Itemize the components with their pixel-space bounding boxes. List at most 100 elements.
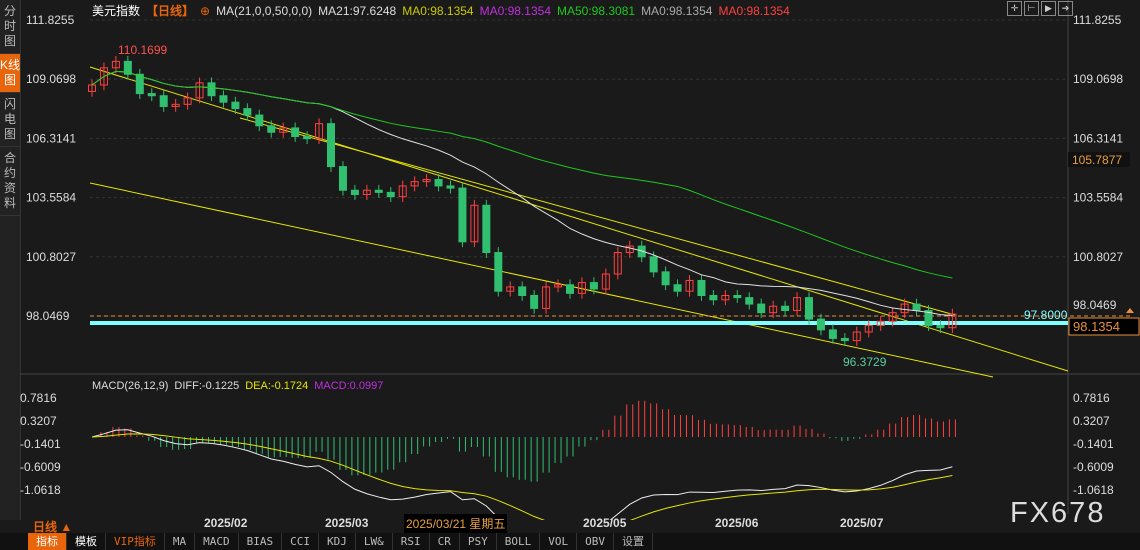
price-tick-right: 111.8255: [1073, 13, 1122, 27]
play-icon[interactable]: ▶: [1041, 1, 1056, 16]
macd-tick-left: 0.3207: [20, 414, 57, 428]
candle-body: [805, 297, 813, 320]
toolbar-item[interactable]: KDJ: [319, 533, 356, 550]
ma-config[interactable]: MA(21,0,0,50,0,0): [216, 4, 313, 18]
toolbar-item[interactable]: BOLL: [497, 533, 541, 550]
support-line: [90, 321, 1068, 325]
period-label[interactable]: 【日线】: [146, 4, 195, 18]
crosshair-icon[interactable]: ✛: [1007, 1, 1022, 16]
price-tick-left: 106.3141: [26, 131, 76, 145]
candle-body: [542, 286, 551, 309]
candle-body: [123, 60, 132, 75]
date-label: 2025/02: [204, 516, 248, 530]
candle-body: [207, 82, 216, 97]
macd-tick-left: 0.7816: [20, 391, 57, 405]
candle-body: [159, 95, 168, 107]
candle-body: [685, 279, 694, 292]
price-tick-left: 103.5584: [26, 191, 76, 205]
marker-box: [1068, 152, 1130, 167]
toolbar-item[interactable]: 指标: [28, 533, 67, 550]
tab-timeshare[interactable]: 分时图: [0, 0, 20, 54]
candle-body: [374, 189, 383, 193]
symbol-title: 美元指数: [92, 4, 141, 18]
toolbar-item[interactable]: VOL: [540, 533, 578, 550]
candle-body: [243, 108, 252, 116]
macd-tick-right: 0.3207: [1073, 414, 1110, 428]
toolbar-item[interactable]: RSI: [393, 533, 430, 550]
chart-header: 美元指数 【日线】 ⊕ MA(21,0,0,50,0,0) MA21:97.6248 MA…: [92, 2, 796, 19]
trendline: [89, 66, 1069, 372]
candle-body: [99, 67, 108, 86]
price-tick-left: 111.8255: [26, 13, 75, 27]
candle-body: [506, 286, 515, 292]
toolbar-item[interactable]: 模板: [67, 533, 106, 550]
toolbar-item[interactable]: OBV: [577, 533, 614, 550]
candle-body: [840, 337, 849, 342]
toolbar-item[interactable]: MACD: [195, 533, 239, 550]
price-tick-left: 98.0469: [26, 309, 70, 323]
ma0-value: MA0:98.1354: [718, 4, 790, 18]
candle-body: [912, 303, 921, 312]
candle-body: [613, 252, 622, 275]
date-label: 2025/06: [715, 516, 759, 530]
candle-body: [745, 297, 754, 305]
toolbar-item[interactable]: 设置: [614, 533, 653, 550]
candle-body: [315, 123, 324, 140]
candle-body: [446, 185, 455, 189]
candle-body: [864, 325, 873, 333]
candle-body: [697, 279, 706, 296]
current-price-box: [1068, 317, 1140, 336]
tab-contract[interactable]: 合约资料: [0, 147, 20, 216]
candle-body: [888, 312, 897, 322]
cursor-date: 2025/03/21 星期五: [404, 514, 508, 533]
candle-body: [470, 204, 479, 243]
tab-kline[interactable]: K线图: [0, 54, 20, 93]
move-right-icon[interactable]: ➔: [1058, 1, 1073, 16]
price-tick-left: 100.8027: [26, 250, 76, 264]
candle-body: [733, 294, 742, 299]
candle-body: [303, 136, 312, 140]
candle-body: [410, 181, 419, 187]
zoom-range-icon[interactable]: ⊢: [1024, 1, 1039, 16]
candle-body: [291, 127, 300, 138]
macd-title: MACD(26,12,9): [92, 380, 169, 392]
diff-line: [91, 429, 953, 520]
macd-tick-right: -1.0618: [1073, 483, 1114, 497]
toolbar-item[interactable]: LW&: [356, 533, 393, 550]
candle-body: [386, 191, 395, 198]
candle-body: [279, 127, 288, 133]
candle-body: [147, 93, 156, 97]
candle-body: [781, 305, 790, 312]
watermark: FX678: [1010, 497, 1106, 529]
candle-body: [518, 286, 527, 296]
candle-body: [673, 284, 682, 292]
candle-body: [757, 303, 766, 314]
candle-body: [267, 125, 276, 133]
toolbar-item[interactable]: CR: [430, 533, 460, 550]
candle-body: [183, 97, 192, 105]
period-indicator[interactable]: 日线 ▲: [33, 520, 73, 534]
macd-tick-right: 0.7816: [1073, 391, 1110, 405]
candle-body: [398, 185, 407, 198]
settings-icon[interactable]: ⊕: [200, 4, 211, 18]
date-label: 2025/07: [840, 516, 884, 530]
ma50-line: [91, 70, 953, 279]
candle-body: [362, 189, 371, 196]
kline-chart[interactable]: 111.8255 111.8255 109.0698 109.0698 106.3141…: [0, 0, 1140, 520]
candle-body: [350, 189, 359, 196]
toolbar-item[interactable]: PSY: [460, 533, 497, 550]
macd-tick-left: -0.6009: [20, 460, 61, 474]
tab-flash[interactable]: 闪电图: [0, 93, 20, 147]
candle-body: [171, 103, 180, 107]
price-marker: 105.7877: [1072, 153, 1122, 167]
toolbar-item[interactable]: VIP指标: [106, 533, 165, 550]
candle-body: [637, 245, 646, 258]
toolbar-item[interactable]: BIAS: [239, 533, 283, 550]
candle-body: [327, 123, 335, 168]
price-tick-right: 106.3141: [1073, 131, 1123, 145]
candle-body: [649, 256, 658, 273]
toolbar-item[interactable]: MA: [165, 533, 196, 550]
candle-body: [769, 305, 778, 314]
date-label: 2025/03: [325, 516, 369, 530]
toolbar-item[interactable]: CCI: [282, 533, 319, 550]
